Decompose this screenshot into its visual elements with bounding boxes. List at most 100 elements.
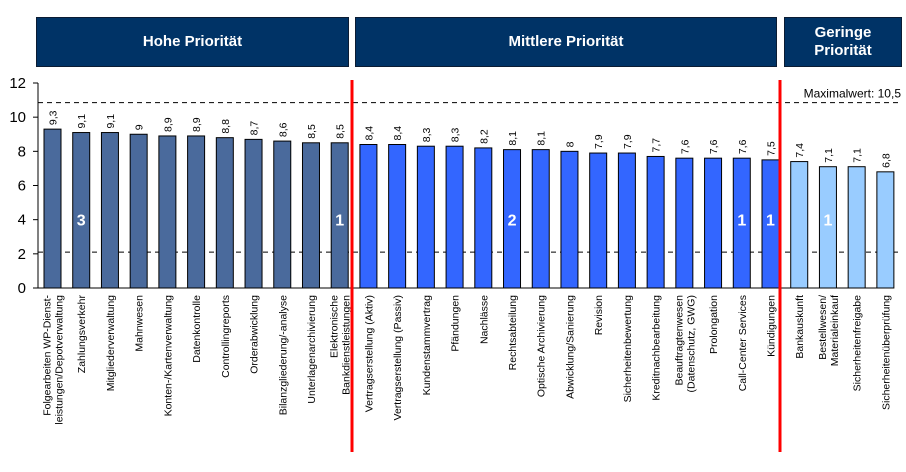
- category-label: Sicherheitenfreigabe: [852, 295, 864, 391]
- bar: [330, 142, 349, 289]
- value-label: 7,6: [737, 139, 749, 154]
- category-label: Rechtsabteilung: [507, 295, 519, 370]
- header-low-priority: Geringe Priorität: [784, 17, 902, 67]
- category-label: Kundenstammvertrag: [421, 295, 433, 396]
- bar: [790, 161, 809, 289]
- bar: [129, 133, 148, 289]
- bar: [273, 140, 292, 289]
- category-label: leistungen/Depotverwaltung: [54, 295, 66, 425]
- y-tick-label: 10: [9, 109, 26, 126]
- bar: [503, 149, 522, 289]
- value-label: 7,4: [794, 143, 806, 158]
- category-label: Orderabwicklung: [249, 295, 261, 374]
- y-tick-label: 6: [18, 178, 26, 195]
- category-label: Folgearbeiten WP-Dienst-: [42, 294, 54, 415]
- y-tick-label: 0: [18, 280, 26, 297]
- y-tick-label: 2: [18, 246, 26, 263]
- category-label: Controllingreports: [220, 295, 232, 378]
- y-tick-label: 12: [9, 75, 26, 92]
- bar: [704, 157, 723, 289]
- bar: [100, 132, 119, 289]
- category-label: Call-Center Services: [737, 295, 749, 391]
- value-label: 7,5: [766, 141, 778, 156]
- bar: [445, 145, 464, 289]
- value-label: 7,6: [708, 139, 720, 154]
- value-label: 8: [564, 141, 576, 147]
- category-label: Sicherheitenbewertung: [622, 295, 634, 403]
- value-label: 8,7: [249, 121, 261, 136]
- category-label: Konten-/Kartenverwaltung: [162, 295, 174, 417]
- value-label: 8,8: [220, 119, 232, 134]
- value-label: 8,6: [277, 122, 289, 137]
- bar: [215, 137, 234, 289]
- bar: [876, 171, 895, 289]
- category-label: Elektronische: [329, 295, 341, 358]
- category-label: Materialeinkauf: [829, 295, 841, 366]
- bar: [474, 147, 493, 289]
- category-label: Prolongation: [708, 295, 720, 354]
- bar: [617, 152, 636, 289]
- value-label: 8,9: [162, 117, 174, 132]
- value-label: 7,6: [679, 139, 691, 154]
- value-label: 8,1: [507, 131, 519, 146]
- bar: [560, 150, 579, 289]
- header-high-priority: Hohe Priorität: [36, 17, 349, 67]
- value-label: 7,1: [823, 148, 835, 163]
- value-label: 7,7: [651, 138, 663, 153]
- value-label: 9,1: [105, 114, 117, 129]
- value-label: 8,4: [363, 126, 375, 141]
- category-label: Sicherheitenüberprüfung: [880, 295, 892, 410]
- bar: [847, 166, 866, 289]
- value-label: 7,9: [593, 134, 605, 149]
- value-label: 8,3: [450, 127, 462, 142]
- value-label: 9: [134, 124, 146, 130]
- reference-label-maximalwert: Maximalwert: 10,5: [804, 87, 902, 101]
- bar: [732, 157, 751, 289]
- category-label: Bilanzgliederung/-analyse: [277, 295, 289, 415]
- bar: [187, 135, 206, 289]
- bar: [646, 155, 665, 289]
- y-tick-label: 4: [18, 212, 26, 229]
- category-label: Nachlässe: [478, 295, 490, 344]
- value-label: 8,5: [306, 124, 318, 139]
- bar: [416, 145, 435, 289]
- value-label: 8,9: [191, 117, 203, 132]
- count-label: 3: [77, 213, 86, 230]
- count-label: 1: [335, 213, 344, 230]
- bar: [158, 135, 177, 289]
- header-medium-priority: Mittlere Priorität: [355, 17, 777, 67]
- value-label: 8,2: [478, 129, 490, 144]
- category-label: Bankdienstleistungen: [341, 295, 353, 395]
- category-label: Vertragserstellung (Passiv): [392, 295, 404, 420]
- value-label: 6,8: [880, 153, 892, 168]
- value-label: 9,3: [48, 110, 60, 125]
- value-label: 7,1: [852, 148, 864, 163]
- bar: [531, 149, 550, 289]
- value-label: 8,3: [421, 127, 433, 142]
- bar: [301, 142, 320, 289]
- count-label: 1: [766, 213, 775, 230]
- category-label: Pfändungen: [450, 295, 462, 352]
- category-label: Bestellwesen/: [817, 295, 829, 360]
- category-label: Optische Archivierung: [536, 295, 548, 397]
- bar: [72, 132, 91, 289]
- value-label: 8,4: [392, 126, 404, 141]
- bar: [388, 144, 407, 289]
- category-label: Bankauskunft: [794, 295, 806, 359]
- bar: [244, 138, 263, 289]
- category-label: Mitgliederverwaltung: [105, 295, 117, 391]
- count-label: 1: [823, 213, 832, 230]
- bar: [589, 152, 608, 289]
- category-label: Datenkontrolle: [191, 295, 203, 363]
- category-label: Mahnwesen: [134, 295, 146, 352]
- value-label: 7,9: [622, 134, 634, 149]
- bar: [675, 157, 694, 289]
- category-label: (Datenschutz, GWG): [685, 295, 697, 392]
- value-label: 8,5: [335, 124, 347, 139]
- category-label: Abwicklung/Sanierung: [564, 295, 576, 399]
- category-label: Zahlungsverkehr: [76, 295, 88, 374]
- count-label: 2: [508, 213, 517, 230]
- y-tick-label: 8: [18, 143, 26, 160]
- category-label: Unterlagenarchivierung: [306, 295, 318, 404]
